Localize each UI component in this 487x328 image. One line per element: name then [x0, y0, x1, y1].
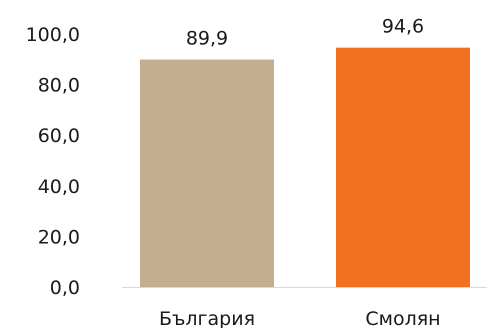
bar [336, 47, 470, 287]
y-tick-label: 60,0 [38, 125, 80, 147]
bars [140, 47, 470, 287]
bar [140, 59, 274, 287]
bar-value-label: 94,6 [382, 16, 424, 38]
y-tick-label: 20,0 [38, 226, 80, 248]
y-tick-label: 0,0 [50, 277, 80, 299]
y-tick-label: 80,0 [38, 75, 80, 97]
bar-value-label: 89,9 [186, 28, 228, 50]
category-label: Смолян [365, 308, 440, 328]
category-label: България [159, 308, 255, 328]
x-axis: България Смолян [122, 287, 487, 328]
y-tick-label: 40,0 [38, 176, 80, 198]
y-tick-label: 100,0 [26, 24, 80, 46]
data-labels: 89,9 94,6 [186, 16, 424, 50]
y-axis: 0,0 20,0 40,0 60,0 80,0 100,0 [26, 24, 80, 299]
